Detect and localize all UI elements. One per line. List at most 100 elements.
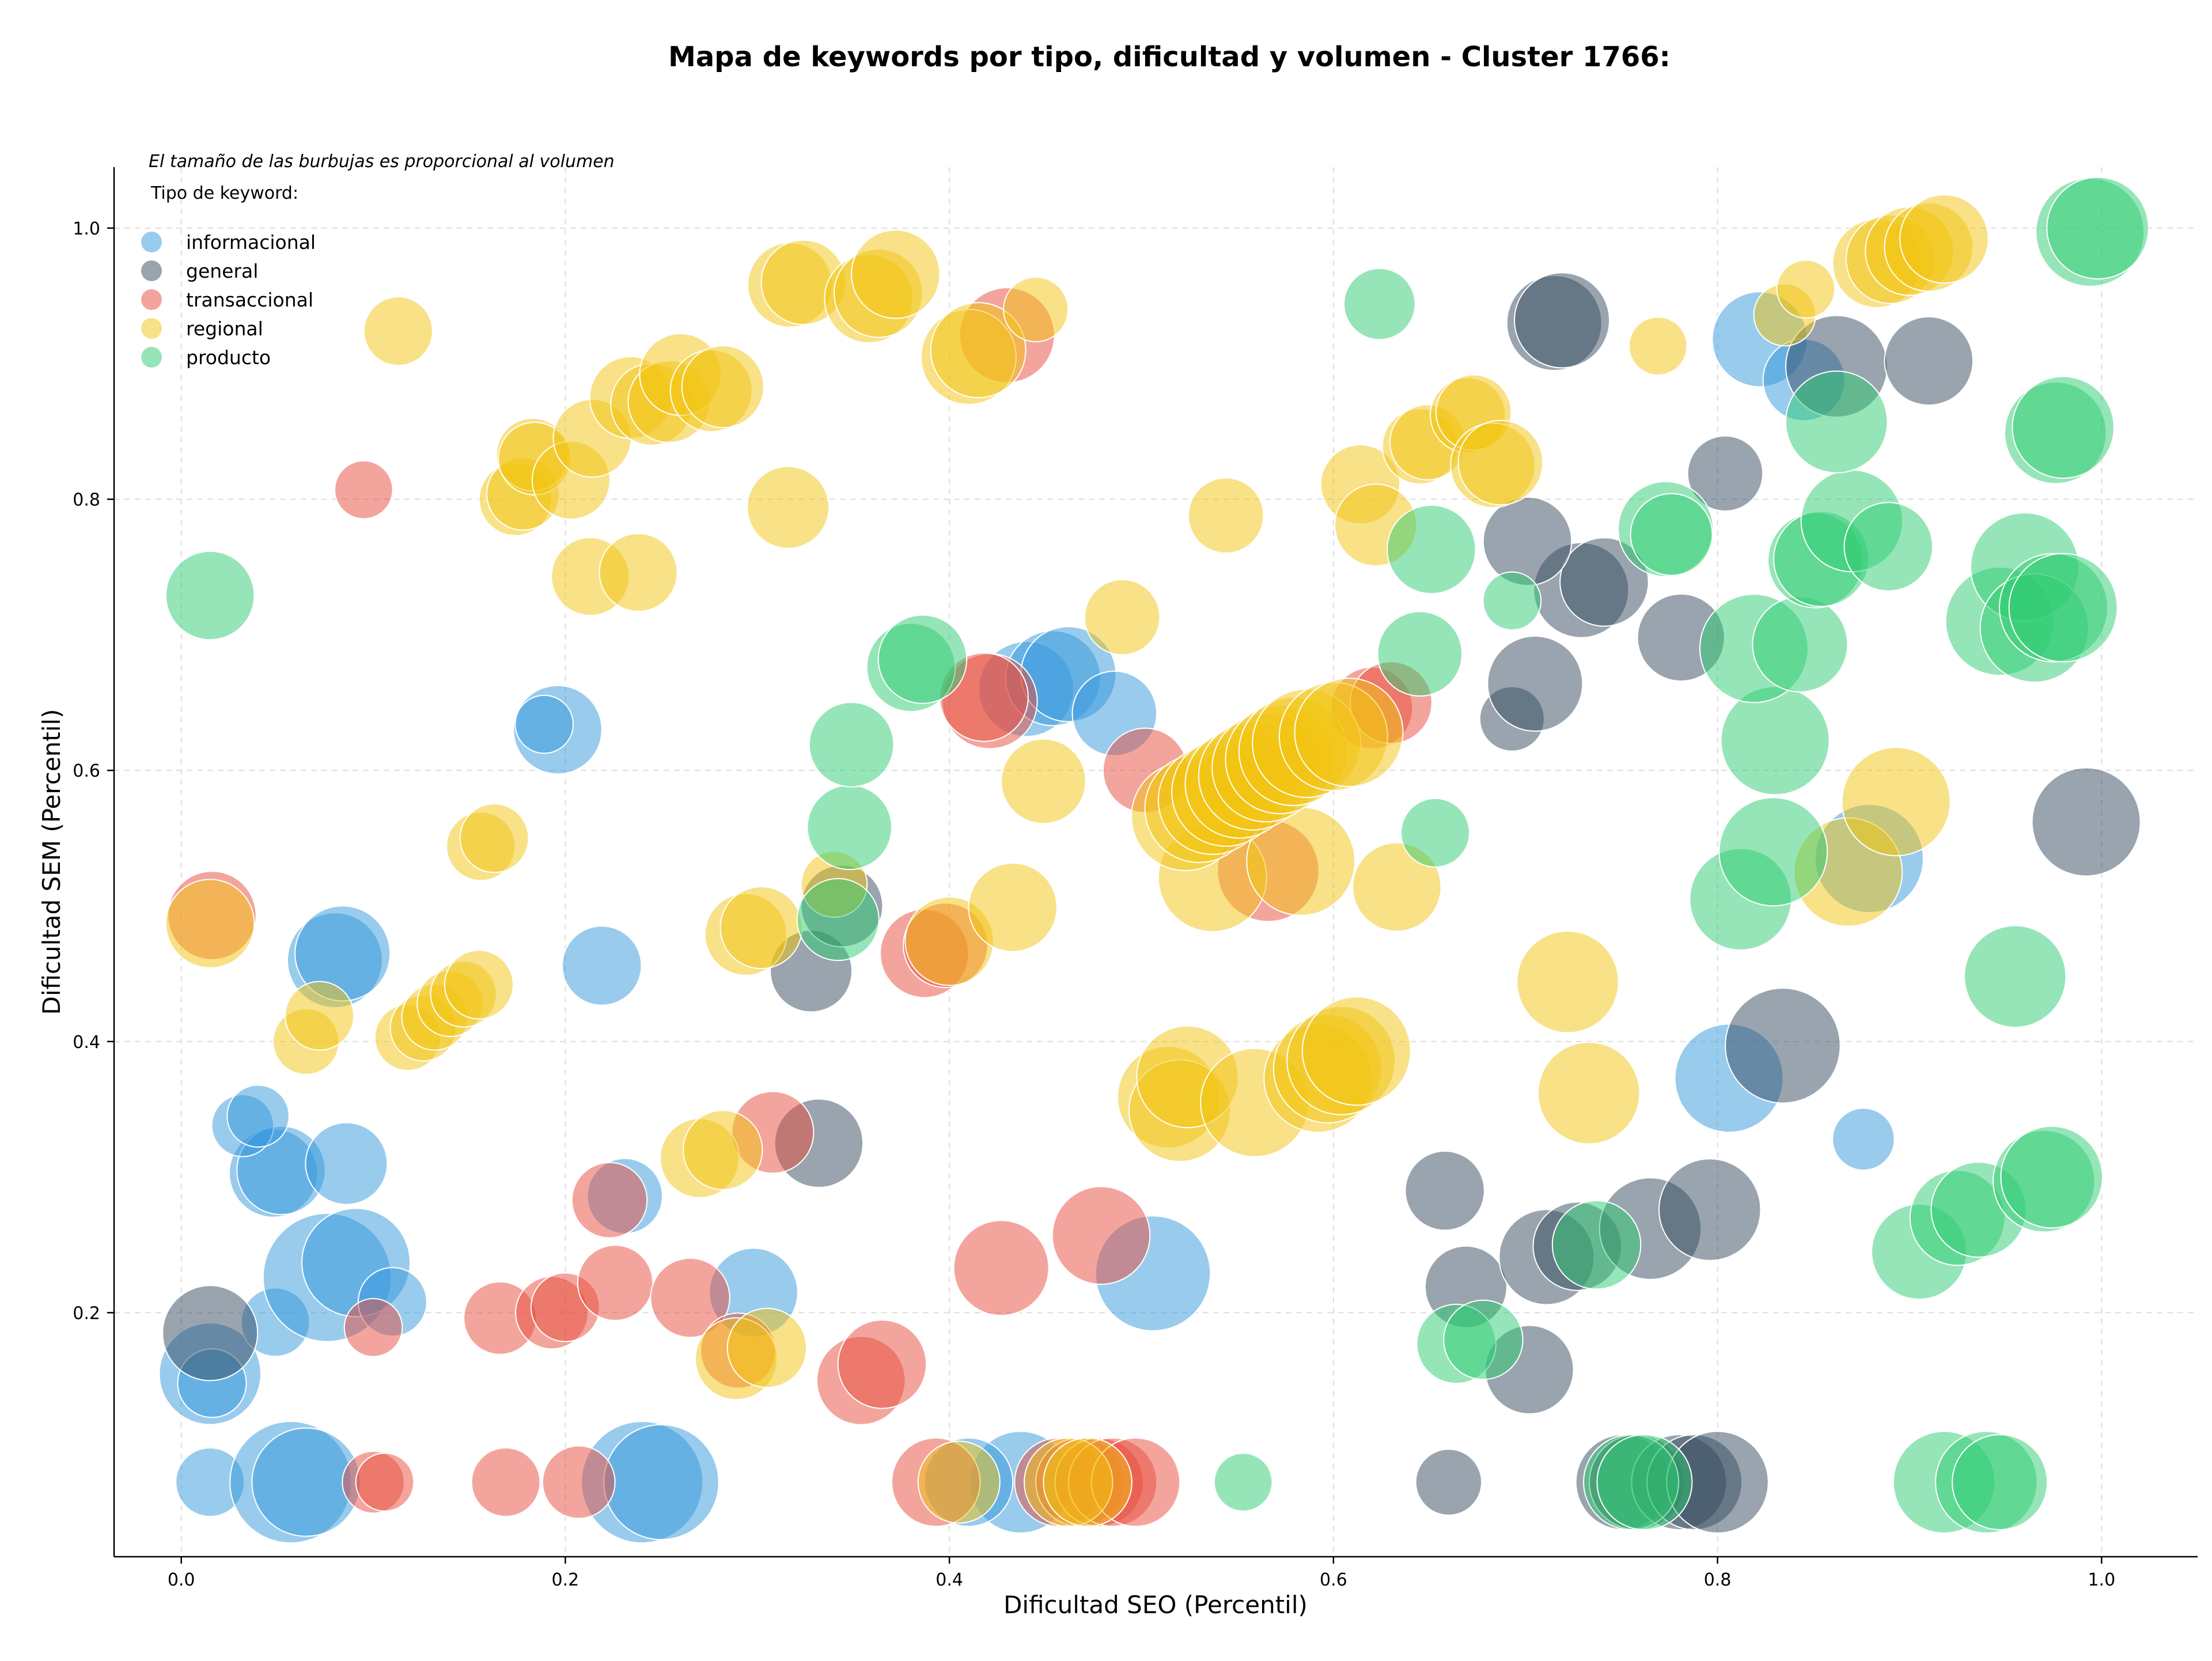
- bubble-regional: [1537, 1041, 1641, 1145]
- bubble-regional: [747, 466, 830, 549]
- bubble-producto: [1343, 267, 1416, 340]
- bubble-transaccional: [953, 1220, 1050, 1316]
- bubble-producto: [796, 878, 880, 962]
- bubble-regional: [683, 1110, 763, 1190]
- bubble-regional: [719, 886, 803, 970]
- bubble-regional: [1043, 1437, 1132, 1527]
- bubble-regional: [599, 533, 678, 612]
- bubble-producto: [1752, 596, 1849, 693]
- legend: informacional general transaccional regiona…: [141, 231, 316, 369]
- bubble-producto: [1387, 504, 1476, 595]
- bubble-producto: [1843, 502, 1934, 592]
- bubble-informacional: [226, 1084, 290, 1148]
- bubble-general: [1487, 635, 1584, 732]
- bubble-transaccional: [571, 1161, 648, 1239]
- bubble-producto: [2008, 553, 2118, 663]
- legend-marker-informacional: [141, 232, 162, 252]
- bubble-transaccional: [355, 1452, 415, 1512]
- bubble-regional: [1003, 277, 1069, 343]
- bubble-transaccional: [837, 1319, 927, 1409]
- y-tick-label: 0.6: [73, 761, 100, 781]
- bubble-producto: [1785, 370, 1888, 474]
- legend-label-producto: producto: [186, 346, 271, 369]
- bubble-regional: [726, 1307, 808, 1388]
- bubble-producto: [2000, 1125, 2103, 1229]
- bubble-producto: [1596, 1434, 1693, 1531]
- bubble-regional: [1084, 579, 1161, 656]
- legend-label-general: general: [186, 260, 258, 282]
- bubble-producto: [2012, 376, 2115, 479]
- bubble-regional: [1187, 477, 1264, 554]
- y-tick-label: 0.8: [73, 490, 100, 510]
- bubble-producto: [1443, 1299, 1524, 1380]
- legend-label-regional: regional: [186, 317, 263, 340]
- y-tick-label: 0.2: [73, 1303, 100, 1323]
- bubble-regional: [1457, 419, 1544, 506]
- bubble-producto: [1377, 611, 1463, 697]
- bubble-producto: [1630, 493, 1713, 576]
- legend-title: Tipo de keyword:: [150, 183, 298, 203]
- bubble-general: [1884, 316, 1974, 406]
- x-tick-label: 0.8: [1704, 1570, 1732, 1590]
- y-tick-label: 1.0: [73, 219, 100, 239]
- chart-title: Mapa de keywords por tipo, dificultad y …: [668, 41, 1671, 73]
- bubble-general: [1725, 987, 1841, 1104]
- bubble-producto: [806, 784, 893, 871]
- bubble-regional: [1301, 996, 1411, 1106]
- bubble-regional: [851, 229, 941, 319]
- bubble-general: [1415, 1448, 1483, 1516]
- bubble-regional: [459, 803, 529, 873]
- legend-label-informacional: informacional: [186, 231, 316, 253]
- bubble-informacional: [305, 1122, 388, 1205]
- series-regional: [165, 194, 1989, 1527]
- bubble-regional: [1352, 842, 1442, 932]
- bubble-transaccional: [1051, 1186, 1151, 1285]
- bubble-general: [1514, 272, 1611, 369]
- legend-marker-transaccional: [141, 289, 162, 310]
- bubble-regional: [444, 949, 514, 1020]
- bubble-general: [2031, 767, 2141, 877]
- legend-marker-regional: [141, 318, 162, 339]
- bubble-regional: [968, 862, 1058, 952]
- x-tick-label: 0.4: [935, 1570, 963, 1590]
- bubble-general: [1559, 537, 1649, 627]
- x-tick-label: 0.6: [1320, 1570, 1347, 1590]
- bubble-transaccional: [471, 1447, 541, 1518]
- bubble-transaccional: [334, 460, 393, 520]
- bubble-producto: [1482, 571, 1542, 631]
- data-bubbles: [158, 176, 2149, 1544]
- x-axis-label: Dificultad SEO (Percentil): [1003, 1591, 1308, 1619]
- bubble-regional: [1899, 194, 1989, 284]
- bubble-general: [162, 1285, 259, 1382]
- x-tick-label: 1.0: [2088, 1570, 2115, 1590]
- bubble-producto: [877, 614, 968, 704]
- bubble-regional: [1628, 316, 1688, 376]
- legend-marker-producto: [141, 347, 162, 368]
- series-producto: [165, 176, 2149, 1534]
- bubble-informacional: [562, 925, 642, 1006]
- bubble-informacional: [514, 694, 574, 754]
- bubble-regional: [285, 981, 355, 1051]
- bubble-producto: [1964, 925, 2067, 1028]
- bubble-regional: [363, 296, 433, 366]
- bubble-producto: [2046, 176, 2149, 280]
- bubble-regional: [1516, 930, 1619, 1034]
- bubble-regional: [1294, 678, 1404, 788]
- bubble-regional: [681, 345, 764, 429]
- bubble-transaccional: [541, 1445, 616, 1519]
- bubble-regional: [165, 879, 255, 968]
- x-tick-label: 0.2: [552, 1570, 579, 1590]
- y-tick-label: 0.4: [73, 1032, 100, 1053]
- legend-marker-general: [141, 260, 162, 281]
- x-tick-label: 0.0: [168, 1570, 195, 1590]
- bubble-producto: [1213, 1452, 1273, 1512]
- bubble-producto: [1720, 686, 1830, 796]
- bubble-producto: [1952, 1434, 2048, 1531]
- axis-ticks: 0.0 0.2 0.4 0.6 0.8 1.0 0.2 0.4 0.6 0.8 1.0: [73, 219, 2115, 1590]
- bubble-regional: [1776, 259, 1836, 319]
- bubble-regional: [1841, 747, 1951, 857]
- y-axis-label: Dificultad SEM (Percentil): [37, 709, 66, 1015]
- bubble-producto: [1718, 797, 1828, 907]
- bubble-transaccional: [577, 1244, 654, 1321]
